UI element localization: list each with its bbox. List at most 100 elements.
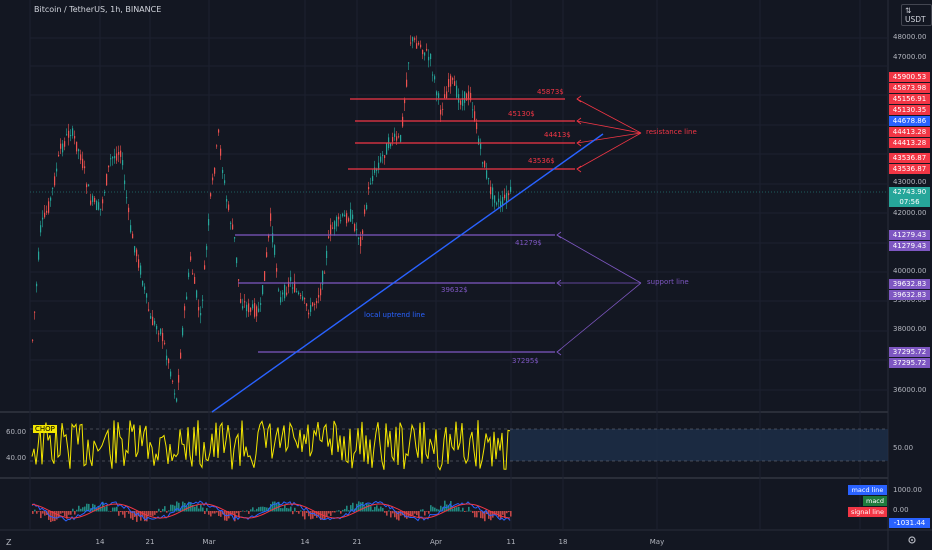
support-level-label[interactable]: 41279$ xyxy=(515,239,542,247)
macd-histogram-bar xyxy=(136,511,138,522)
candle-body xyxy=(190,256,192,261)
macd-histogram-bar xyxy=(348,510,350,512)
macd-histogram-bar xyxy=(162,508,164,512)
candle-body xyxy=(302,296,304,300)
price-label-current-high: 44678.86 xyxy=(889,116,930,126)
candle-body xyxy=(330,224,332,235)
macd-histogram-bar xyxy=(328,511,330,514)
gear-icon[interactable] xyxy=(907,535,917,547)
candle-body xyxy=(208,219,210,226)
candle-body xyxy=(278,289,280,291)
candle-body xyxy=(76,141,78,152)
candle-body xyxy=(162,332,164,342)
candle-body xyxy=(52,187,54,189)
macd-histogram-bar xyxy=(78,505,80,512)
resistance-level-label[interactable]: 43536$ xyxy=(528,157,555,165)
candle-body xyxy=(36,283,38,287)
price-label: 45130.35 xyxy=(889,105,930,115)
candle-body xyxy=(304,297,306,300)
macd-histogram-bar xyxy=(346,505,348,512)
candle-body xyxy=(166,355,168,360)
candle-body xyxy=(264,271,266,281)
macd-histogram-bar xyxy=(32,511,34,514)
candle-body xyxy=(456,85,458,98)
candle-body xyxy=(248,303,250,313)
macd-histogram-bar xyxy=(252,507,254,512)
candle-body xyxy=(68,130,70,138)
candle-body xyxy=(274,245,276,255)
candle-body xyxy=(66,134,68,136)
macd-histogram-bar xyxy=(108,510,110,512)
macd-histogram-bar xyxy=(64,511,66,517)
macd-histogram-bar xyxy=(378,508,380,512)
macd-histogram-bar xyxy=(298,511,300,514)
candle-body xyxy=(502,196,504,206)
candle-body xyxy=(372,176,374,181)
macd-histogram-bar xyxy=(436,508,438,512)
arrow-head xyxy=(556,279,562,287)
macd-histogram-bar xyxy=(254,510,256,512)
macd-histogram-bar xyxy=(308,511,310,517)
resistance-level-label[interactable]: 45873$ xyxy=(537,88,564,96)
macd-histogram-bar xyxy=(244,511,246,512)
macd-histogram-bar xyxy=(422,509,424,512)
macd-histogram-bar xyxy=(472,511,474,514)
candlesticks xyxy=(32,35,512,403)
macd-histogram-bar xyxy=(508,511,510,513)
candle-body xyxy=(256,306,258,317)
resistance-line-note[interactable]: resistance line xyxy=(646,128,697,136)
candle-body xyxy=(434,76,436,80)
macd-histogram-bar xyxy=(364,506,366,512)
macd-histogram-bar xyxy=(504,511,506,518)
candle-body xyxy=(344,214,346,217)
macd-histogram-bar xyxy=(394,511,396,518)
macd-histogram-bar xyxy=(202,507,204,512)
macd-tick: 0.00 xyxy=(893,506,909,514)
symbol-title[interactable]: Bitcoin / TetherUS, 1h, BINANCE xyxy=(34,5,162,14)
support-line-note[interactable]: support line xyxy=(647,278,689,286)
candle-body xyxy=(260,303,262,305)
candle-body xyxy=(366,204,368,210)
support-level-label[interactable]: 39632$ xyxy=(441,286,468,294)
macd-histogram-bar xyxy=(398,511,400,521)
macd-histogram-bar xyxy=(110,511,112,512)
candle-body xyxy=(54,176,56,186)
macd-histogram-bar xyxy=(250,509,252,512)
candle-body xyxy=(196,290,198,298)
macd-histogram-bar xyxy=(290,506,292,512)
candle-body xyxy=(460,100,462,105)
candle-body xyxy=(496,202,498,205)
macd-histogram-bar xyxy=(470,510,472,512)
macd-histogram-bar xyxy=(218,511,220,516)
candle-body xyxy=(326,250,328,259)
macd-histogram-bar xyxy=(444,500,446,512)
uptrend-line xyxy=(211,133,604,413)
candle-body xyxy=(336,217,338,227)
macd-histogram-bar xyxy=(188,501,190,512)
macd-histogram-bar xyxy=(474,511,476,518)
macd-histogram-bar xyxy=(56,511,58,520)
candle-body xyxy=(90,200,92,205)
macd-histogram-bar xyxy=(170,504,172,512)
macd-histogram-bar xyxy=(434,507,436,512)
resistance-level-label[interactable]: 45130$ xyxy=(508,110,535,118)
macd-histogram-bar xyxy=(498,511,500,518)
currency-selector[interactable]: ⇅ USDT xyxy=(901,4,932,26)
macd-histogram-bar xyxy=(168,510,170,512)
y-tick: 42000.00 xyxy=(893,209,927,217)
chop-indicator-badge[interactable]: CHOP xyxy=(33,425,57,433)
last-price-label: 42743.90 xyxy=(889,187,930,197)
resistance-level-label[interactable]: 44413$ xyxy=(544,131,571,139)
uptrend-line-note[interactable]: local uptrend line xyxy=(364,311,425,319)
macd-line xyxy=(31,500,511,522)
candle-body xyxy=(34,311,36,313)
candle-body xyxy=(282,292,284,295)
timezone-icon[interactable]: Z xyxy=(6,538,12,547)
macd-histogram-bar xyxy=(430,505,432,512)
x-tick: 21 xyxy=(145,538,155,546)
macd-histogram-bar xyxy=(336,510,338,512)
candle-body xyxy=(296,291,298,293)
price-label: 43536.87 xyxy=(889,164,930,174)
support-level-label[interactable]: 37295$ xyxy=(512,357,539,365)
